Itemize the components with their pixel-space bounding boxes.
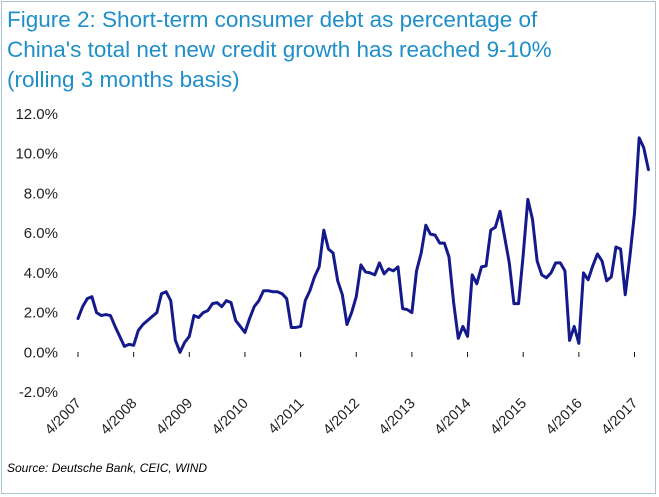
y-tick-label: 6.0% bbox=[24, 225, 58, 242]
x-tick-label: 4/2013 bbox=[376, 396, 419, 439]
y-tick-label: 2.0% bbox=[24, 305, 58, 322]
x-tick-label: 4/2016 bbox=[543, 396, 586, 439]
x-tick-label: 4/2007 bbox=[42, 396, 85, 439]
x-tick-label: 4/2011 bbox=[266, 396, 308, 438]
y-tick-label: 0.0% bbox=[24, 344, 58, 361]
y-tick-label: 10.0% bbox=[15, 146, 58, 163]
title-line-2: China's total net new credit growth has … bbox=[7, 37, 552, 62]
chart-title: Figure 2: Short-term consumer debt as pe… bbox=[7, 5, 652, 95]
x-tick-label: 4/2015 bbox=[487, 396, 530, 439]
x-axis-ticks: 4/2007 4/2008 4/2009 4/2010 4/2011 4/2012 4/20… bbox=[42, 352, 642, 439]
x-tick-label: 4/2012 bbox=[320, 396, 363, 439]
y-tick-label: 8.0% bbox=[24, 185, 58, 202]
x-tick-label: 4/2009 bbox=[153, 396, 196, 439]
series-line bbox=[76, 136, 650, 354]
title-line-3: (rolling 3 months basis) bbox=[7, 67, 240, 92]
x-tick-label: 4/2014 bbox=[432, 396, 475, 439]
y-tick-label: -2.0% bbox=[19, 384, 58, 401]
title-line-1: Figure 2: Short-term consumer debt as pe… bbox=[7, 7, 538, 32]
series-group bbox=[76, 136, 650, 354]
source-note: Source: Deutsche Bank, CEIC, WIND bbox=[7, 461, 208, 475]
y-tick-label: 4.0% bbox=[24, 265, 58, 282]
x-tick-label: 4/2010 bbox=[209, 396, 252, 439]
x-tick-label: 4/2017 bbox=[599, 396, 642, 439]
x-tick-label: 4/2008 bbox=[98, 396, 141, 439]
y-tick-label: 12.0% bbox=[15, 106, 58, 123]
y-axis-ticks: -2.0% 0.0% 2.0% 4.0% 6.0% 8.0% 10.0% 12.0% bbox=[15, 106, 58, 401]
